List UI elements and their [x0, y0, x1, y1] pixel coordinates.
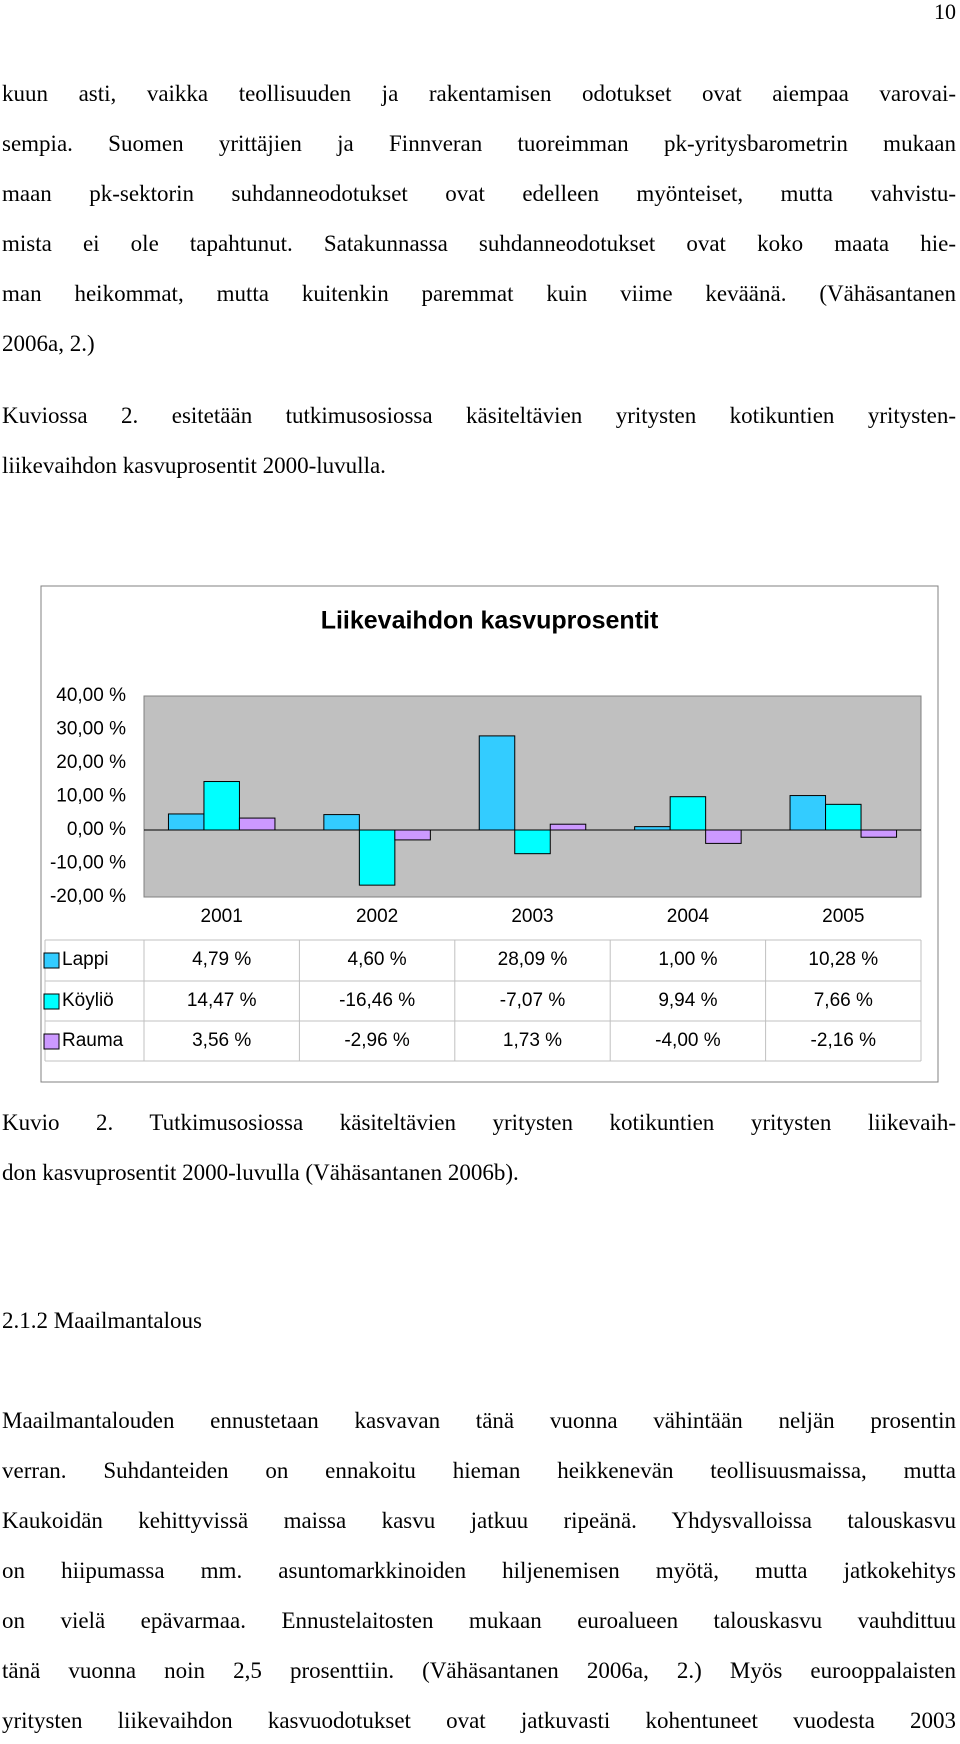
bar — [358, 829, 396, 886]
table-value: 7,66 % — [814, 990, 873, 1011]
table-value: 3,56 % — [192, 1030, 251, 1051]
section-heading: 2.1.2 Maailmantalous — [2, 1308, 202, 1333]
paragraph-line: Maailmantalouden ennustetaan kasvavan tä… — [2, 1408, 956, 1433]
paragraph-line: Kuviossa 2. esitetään tutkimusosiossa kä… — [2, 403, 956, 428]
x-tick-label: 2005 — [822, 906, 864, 927]
paragraph-line: sempia. Suomen yrittäjien ja Finnveran t… — [2, 131, 956, 156]
legend-key — [43, 952, 60, 969]
paragraph-line: man heikommat, mutta kuitenkin paremmat … — [2, 281, 956, 306]
paragraph-line: tänä vuonna noin 2,5 prosenttiin. (Vähäs… — [2, 1658, 956, 1683]
paragraph-line: verran. Suhdanteiden on ennakoitu hieman… — [2, 1458, 956, 1483]
y-tick-label: 0,00 % — [67, 819, 126, 840]
y-tick-label: 10,00 % — [56, 786, 126, 807]
bar — [478, 735, 516, 831]
table-value: 14,47 % — [187, 990, 257, 1011]
x-tick-label: 2002 — [356, 906, 398, 927]
table-value: 1,00 % — [658, 949, 717, 970]
legend-key — [43, 1033, 60, 1050]
table-value: 1,73 % — [503, 1030, 562, 1051]
chart-title: Liikevaihdon kasvuprosentit — [321, 607, 659, 635]
bar — [705, 829, 742, 844]
legend-label: Köyliö — [62, 990, 114, 1011]
bar — [514, 829, 551, 855]
bar — [394, 829, 431, 841]
legend-key — [43, 993, 60, 1010]
paragraph-line: mista ei ole tapahtunut. Satakunnassa su… — [2, 231, 956, 256]
page-number: 10 — [934, 0, 956, 24]
y-tick-label: 40,00 % — [56, 685, 126, 706]
paragraph-line: kuun asti, vaikka teollisuuden ja rakent… — [2, 81, 956, 106]
y-tick-label: 20,00 % — [56, 752, 126, 773]
paragraph-line: on vielä epävarmaa. Ennustelaitosten muk… — [2, 1608, 956, 1633]
bar — [789, 795, 827, 831]
table-value: -4,00 % — [655, 1030, 721, 1051]
table-value: 4,60 % — [348, 949, 407, 970]
table-value: -2,96 % — [344, 1030, 410, 1051]
paragraph-line: liikevaihdon kasvuprosentit 2000-luvulla… — [2, 453, 386, 478]
table-value: -16,46 % — [339, 990, 415, 1011]
table-value: 9,94 % — [658, 990, 717, 1011]
caption-line: Kuvio 2. Tutkimusosiossa käsiteltävien y… — [2, 1110, 956, 1135]
x-tick-label: 2004 — [667, 906, 710, 927]
bar — [167, 813, 205, 831]
bar — [203, 781, 240, 831]
table-value: -2,16 % — [811, 1030, 877, 1051]
bar — [669, 796, 707, 831]
paragraph-line: 2006a, 2.) — [2, 331, 95, 356]
x-tick-label: 2001 — [201, 906, 243, 927]
paragraph-line: on hiipumassa mm. asuntomarkkinoiden hil… — [2, 1558, 956, 1583]
legend-label: Rauma — [62, 1030, 124, 1051]
paragraph-line: Kaukoidän kehittyvissä maissa kasvu jatk… — [2, 1508, 956, 1533]
table-value: 4,79 % — [192, 949, 251, 970]
table-value: 10,28 % — [808, 949, 878, 970]
bar — [238, 817, 276, 831]
bar — [634, 826, 671, 831]
caption-line: don kasvuprosentit 2000-luvulla (Vähäsan… — [2, 1160, 519, 1185]
bar — [549, 823, 587, 831]
bar — [825, 803, 862, 831]
x-tick-label: 2003 — [511, 906, 553, 927]
legend-label: Lappi — [62, 949, 109, 970]
y-tick-label: -10,00 % — [50, 853, 126, 874]
bar — [860, 829, 898, 838]
y-tick-label: 30,00 % — [56, 719, 126, 740]
paragraph-line: yritysten liikevaihdon kasvuodotukset ov… — [2, 1708, 956, 1733]
y-tick-label: -20,00 % — [50, 886, 126, 907]
table-value: -7,07 % — [500, 990, 566, 1011]
bar — [323, 814, 360, 831]
table-value: 28,09 % — [498, 949, 568, 970]
paragraph-line: maan pk-sektorin suhdanneodotukset ovat … — [2, 181, 956, 206]
